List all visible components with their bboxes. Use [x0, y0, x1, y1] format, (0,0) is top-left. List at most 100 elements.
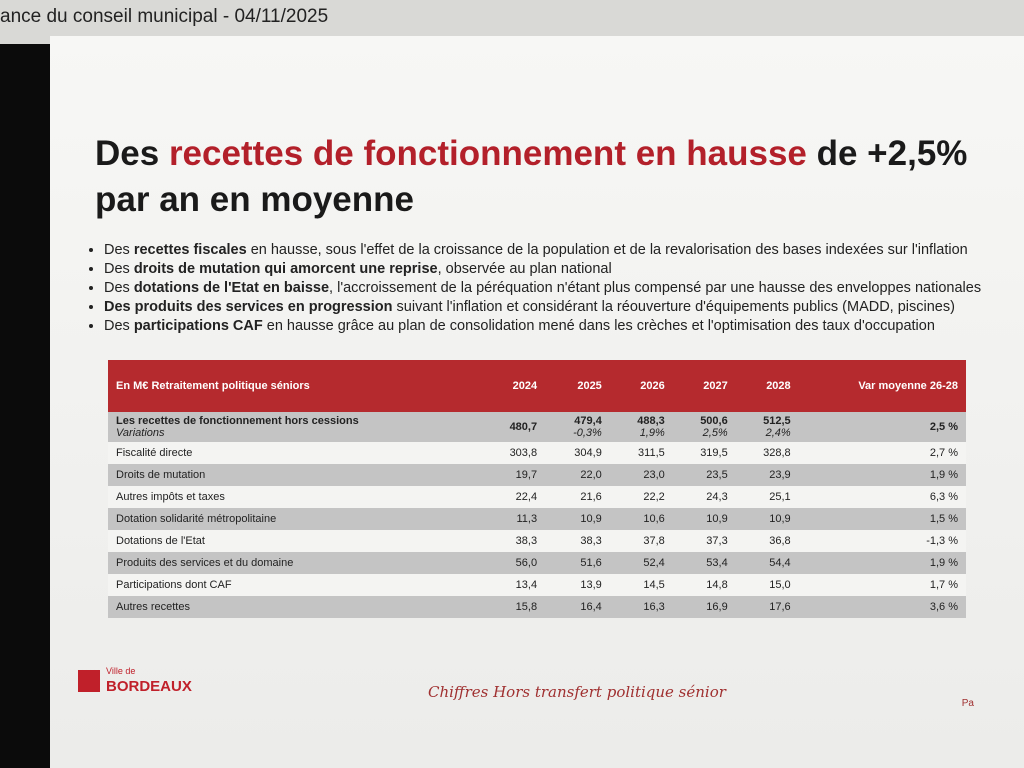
- cell: 51,6: [545, 552, 610, 574]
- logo-icon: [78, 670, 100, 692]
- header-cell: Var moyenne 26-28: [798, 360, 966, 412]
- cell: 16,4: [545, 596, 610, 618]
- bezel: [0, 44, 50, 768]
- table-row: Produits des services et du domaine 56,0 5…: [108, 552, 966, 574]
- bullet-part: recettes fiscales: [133, 242, 247, 258]
- page-number: Pa: [961, 698, 974, 709]
- cell: 17,6: [735, 596, 799, 618]
- bullet: Des recettes fiscales en hausse, sous l'…: [104, 241, 981, 260]
- cell: 10,6: [609, 508, 673, 530]
- cell: 38,3: [545, 530, 610, 552]
- bullet-part: droits de mutation qui amorcent une repr…: [133, 261, 438, 277]
- cell: 23,9: [735, 464, 799, 486]
- revenue-table: En M€ Retraitement politique séniors 2024…: [108, 360, 966, 618]
- bullet: Des droits de mutation qui amorcent une …: [104, 260, 981, 279]
- total-value: 488,3: [637, 415, 665, 427]
- cell: 54,4: [735, 552, 799, 574]
- cell: 1,9 %: [798, 552, 966, 574]
- slide-title: Des recettes de fonctionnement en hausse…: [95, 131, 975, 223]
- table-row: Autres recettes 15,8 16,4 16,3 16,9 17,6 3,6 %: [108, 596, 966, 618]
- window-title: ance du conseil municipal - 04/11/2025: [0, 6, 329, 27]
- total-value: 512,5: [763, 415, 791, 427]
- row-label: Droits de mutation: [108, 464, 483, 486]
- cell: 37,3: [672, 530, 736, 552]
- bullet: Des produits des services en progression…: [104, 298, 981, 317]
- table-row: Droits de mutation 19,7 22,0 23,0 23,5 23,9 1,…: [108, 464, 966, 486]
- bullet: Des participations CAF en hausse grâce a…: [104, 317, 981, 336]
- row-label: Participations dont CAF: [108, 574, 483, 596]
- cell: 16,3: [609, 596, 673, 618]
- total-value: 479,4: [574, 415, 602, 427]
- bullet-part: suivant l'inflation et considérant la ré…: [392, 299, 955, 315]
- header-row: En M€ Retraitement politique séniors 2024…: [108, 360, 966, 412]
- cell: 15,8: [482, 596, 546, 618]
- cell: 38,3: [482, 530, 546, 552]
- cell: 500,6 2,5%: [672, 412, 736, 442]
- slide: Des recettes de fonctionnement en hausse…: [50, 36, 1024, 768]
- bullet-part: , l'accroissement de la péréquation n'ét…: [329, 280, 982, 296]
- variation: 1,9%: [639, 427, 665, 439]
- row-label: Dotations de l'Etat: [108, 530, 483, 552]
- cell: 22,4: [482, 486, 546, 508]
- cell: 14,5: [609, 574, 673, 596]
- table-row: Fiscalité directe 303,8 304,9 311,5 319,5 328…: [108, 442, 966, 464]
- cell: 10,9: [545, 508, 610, 530]
- cell: 6,3 %: [798, 486, 966, 508]
- header-cell: En M€ Retraitement politique séniors: [108, 360, 483, 412]
- row-label: Produits des services et du domaine: [108, 552, 483, 574]
- cell: 24,3: [672, 486, 736, 508]
- title-part: Des: [95, 134, 169, 173]
- row-label: Autres recettes: [108, 596, 483, 618]
- cell: 479,4 -0,3%: [545, 412, 610, 442]
- cell: 3,6 %: [798, 596, 966, 618]
- cell: 22,0: [545, 464, 610, 486]
- cell: 56,0: [482, 552, 546, 574]
- bullet-part: participations CAF: [133, 318, 263, 334]
- cell: 304,9: [545, 442, 610, 464]
- bullet: Des dotations de l'Etat en baisse, l'acc…: [104, 279, 981, 298]
- bullet-part: en hausse grâce au plan de consolidation…: [262, 318, 935, 334]
- cell: 480,7: [482, 412, 546, 442]
- total-row: Les recettes de fonctionnement hors cess…: [108, 412, 966, 442]
- table-row: Autres impôts et taxes 22,4 21,6 22,2 24,3 25…: [108, 486, 966, 508]
- cell: 13,4: [482, 574, 546, 596]
- cell: 1,5 %: [798, 508, 966, 530]
- variation-label: Variations: [116, 427, 165, 439]
- cell: 25,1: [735, 486, 799, 508]
- cell: 2,7 %: [798, 442, 966, 464]
- total-label: Les recettes de fonctionnement hors cess…: [116, 415, 359, 427]
- cell: 10,9: [672, 508, 736, 530]
- bullet-part: dotations de l'Etat en baisse: [133, 280, 330, 296]
- bullet-part: en hausse, sous l'effet de la croissance…: [246, 242, 968, 258]
- header-cell: 2028: [735, 360, 799, 412]
- title-part: de +2,5% par an en moyenne: [95, 134, 968, 219]
- cell: 303,8: [482, 442, 546, 464]
- table-row: Participations dont CAF 13,4 13,9 14,5 14,8 1…: [108, 574, 966, 596]
- row-label: Fiscalité directe: [108, 442, 483, 464]
- cell: 53,4: [672, 552, 736, 574]
- table-row: Dotations de l'Etat 38,3 38,3 37,8 37,3 36,8-…: [108, 530, 966, 552]
- cell: -1,3 %: [798, 530, 966, 552]
- bullet-part: , observée au plan national: [437, 261, 612, 277]
- cell: 21,6: [545, 486, 610, 508]
- cell: 23,5: [672, 464, 736, 486]
- cell: 37,8: [609, 530, 673, 552]
- footnote: Chiffres Hors transfert politique sénior: [428, 683, 726, 701]
- cell: 52,4: [609, 552, 673, 574]
- header-cell: 2024: [482, 360, 546, 412]
- cell: 1,7 %: [798, 574, 966, 596]
- header-cell: 2027: [672, 360, 736, 412]
- bullet-part: Des: [104, 280, 134, 296]
- variation: 2,5%: [702, 427, 728, 439]
- cell: 328,8: [735, 442, 799, 464]
- cell: 1,9 %: [798, 464, 966, 486]
- cell: 10,9: [735, 508, 799, 530]
- cell: 512,5 2,4%: [735, 412, 799, 442]
- row-label: Autres impôts et taxes: [108, 486, 483, 508]
- bullet-part: Des produits des services en progression: [104, 299, 393, 315]
- cell: 311,5: [609, 442, 673, 464]
- logo-big: BORDEAUX: [106, 678, 192, 695]
- cell: 319,5: [672, 442, 736, 464]
- cell: 36,8: [735, 530, 799, 552]
